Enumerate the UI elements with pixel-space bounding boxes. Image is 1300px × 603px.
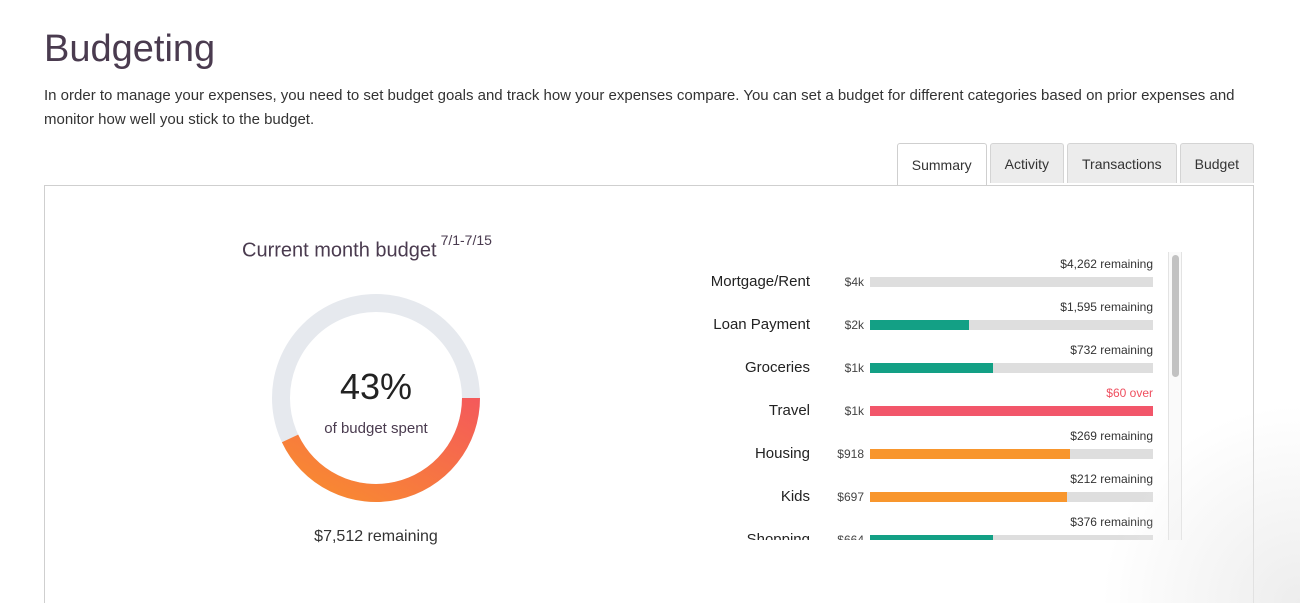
budget-date-range: 7/1-7/15 xyxy=(440,232,492,248)
category-bar-fill xyxy=(870,449,1071,459)
category-budget: $918 xyxy=(837,447,864,461)
category-name: Mortgage/Rent xyxy=(710,273,810,290)
category-budget: $4k xyxy=(844,275,864,289)
tab-activity[interactable]: Activity xyxy=(989,143,1064,183)
tab-bar: Summary Activity Transactions Budget xyxy=(896,143,1254,186)
category-bar-track xyxy=(870,449,1153,459)
category-budget: $664 xyxy=(837,533,864,540)
category-bar-track xyxy=(870,492,1153,502)
page-intro: In order to manage your expenses, you ne… xyxy=(44,87,1235,128)
tab-budget[interactable]: Budget xyxy=(1179,143,1254,183)
category-row[interactable]: Loan Payment $2k $1,595 remaining xyxy=(680,293,1155,336)
category-row[interactable]: Travel $1k $60 over xyxy=(680,379,1155,422)
category-name: Loan Payment xyxy=(713,316,810,333)
tab-summary[interactable]: Summary xyxy=(896,143,987,186)
summary-panel xyxy=(44,185,1254,603)
category-name: Travel xyxy=(768,402,810,419)
budget-heading: Current month budget 7/1-7/15 xyxy=(242,232,492,263)
category-budget: $1k xyxy=(844,361,864,375)
category-row[interactable]: Shopping $664 $376 remaining xyxy=(680,508,1155,540)
scroll-thumb[interactable] xyxy=(1172,255,1179,377)
category-row[interactable]: Groceries $1k $732 remaining xyxy=(680,336,1155,379)
category-bar-track xyxy=(870,320,1153,330)
spent-caption: of budget spent xyxy=(324,420,428,437)
percent-spent: 43% xyxy=(339,366,413,407)
budget-donut-chart xyxy=(272,294,480,502)
category-status: $376 remaining xyxy=(1070,515,1153,529)
category-status: $60 over xyxy=(1106,386,1153,400)
category-bar-fill xyxy=(870,363,994,373)
category-budget: $697 xyxy=(837,490,864,504)
category-name: Kids xyxy=(780,488,810,505)
category-row[interactable]: Kids $697 $212 remaining xyxy=(680,465,1155,508)
category-status: $4,262 remaining xyxy=(1060,257,1153,271)
category-name: Groceries xyxy=(744,359,810,376)
category-bar-fill xyxy=(870,535,993,540)
page-title: Budgeting xyxy=(44,28,216,70)
category-bar-track xyxy=(870,535,1153,540)
category-bar-fill xyxy=(870,320,970,330)
category-status: $732 remaining xyxy=(1070,343,1153,357)
category-budget: $2k xyxy=(844,318,864,332)
category-name: Shopping xyxy=(746,531,810,540)
category-name: Housing xyxy=(754,445,810,462)
remaining-total: $7,512 remaining xyxy=(314,528,438,545)
donut-spent-arc xyxy=(281,397,480,502)
budget-heading-text: Current month budget xyxy=(242,239,437,262)
category-row[interactable]: Mortgage/Rent $4k $4,262 remaining xyxy=(680,250,1155,293)
category-row[interactable]: Housing $918 $269 remaining xyxy=(680,422,1155,465)
category-scrollbar[interactable] xyxy=(1168,252,1182,540)
category-list[interactable]: Mortgage/Rent $4k $4,262 remaining Loan Pay… xyxy=(680,250,1160,540)
category-status: $269 remaining xyxy=(1070,429,1153,443)
category-bar-track xyxy=(870,277,1153,287)
category-bar-fill xyxy=(870,492,1067,502)
category-status: $212 remaining xyxy=(1070,472,1153,486)
category-bar-track xyxy=(870,406,1153,416)
category-bar-track xyxy=(870,363,1153,373)
category-budget: $1k xyxy=(844,404,864,418)
category-status: $1,595 remaining xyxy=(1060,300,1153,314)
category-bar-fill xyxy=(870,406,1153,416)
tab-transactions[interactable]: Transactions xyxy=(1067,143,1177,183)
